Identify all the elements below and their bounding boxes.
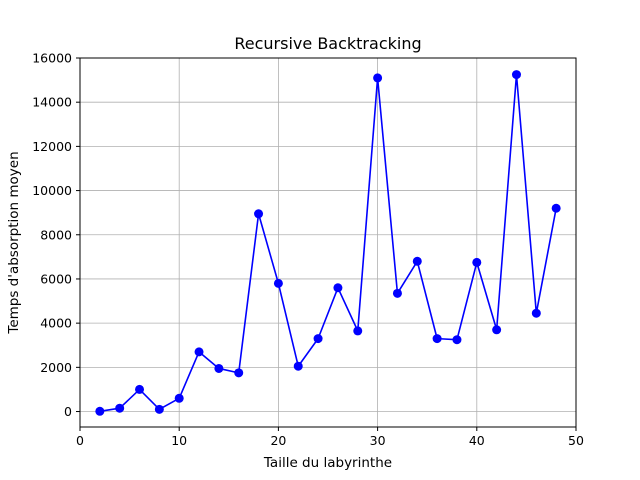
data-point <box>234 368 244 378</box>
data-point <box>313 334 323 344</box>
x-tick-label: 30 <box>370 433 386 448</box>
data-point <box>531 308 541 318</box>
data-point <box>452 335 462 345</box>
plot-area <box>79 57 577 428</box>
y-tick-label: 12000 <box>32 139 72 154</box>
y-tick-label: 14000 <box>32 95 72 110</box>
series-line <box>99 73 557 413</box>
data-point <box>174 393 184 403</box>
data-point <box>135 384 145 394</box>
y-tick-label: 0 <box>64 404 72 419</box>
y-axis-label: Temps d'absorption moyen <box>6 151 22 334</box>
y-tick-label: 8000 <box>40 227 72 242</box>
x-tick-label: 0 <box>76 433 84 448</box>
data-point <box>373 73 383 83</box>
data-point <box>115 403 125 413</box>
x-tick-label: 50 <box>568 433 584 448</box>
data-point <box>511 70 521 80</box>
chart-title: Recursive Backtracking <box>234 34 421 53</box>
grid <box>79 57 577 427</box>
x-axis-label: Taille du labyrinthe <box>263 455 392 471</box>
x-tick-label: 10 <box>171 433 187 448</box>
data-point <box>273 278 283 288</box>
data-point <box>214 363 224 373</box>
data-point <box>392 288 402 298</box>
y-tick-label: 6000 <box>40 271 72 286</box>
data-point <box>551 203 561 213</box>
data-point <box>254 209 264 219</box>
data-point <box>492 325 502 335</box>
y-tick-label: 10000 <box>32 183 72 198</box>
x-tick-label: 40 <box>469 433 485 448</box>
data-point <box>353 326 363 336</box>
x-axis: 0 10 20 30 40 50 <box>76 427 584 448</box>
data-point <box>154 404 164 414</box>
data-point <box>95 406 105 416</box>
y-tick-label: 2000 <box>40 360 72 375</box>
data-point <box>472 257 482 267</box>
y-tick-label: 16000 <box>32 51 72 66</box>
y-axis: 0 2000 4000 6000 8000 10000 12000 14000 16000 <box>32 51 80 419</box>
data-point <box>333 283 343 293</box>
series-layer <box>95 70 561 416</box>
y-tick-label: 4000 <box>40 316 72 331</box>
data-point <box>432 334 442 344</box>
x-tick-label: 20 <box>270 433 286 448</box>
data-point <box>412 256 422 266</box>
data-point <box>293 361 303 371</box>
data-point <box>194 347 204 357</box>
